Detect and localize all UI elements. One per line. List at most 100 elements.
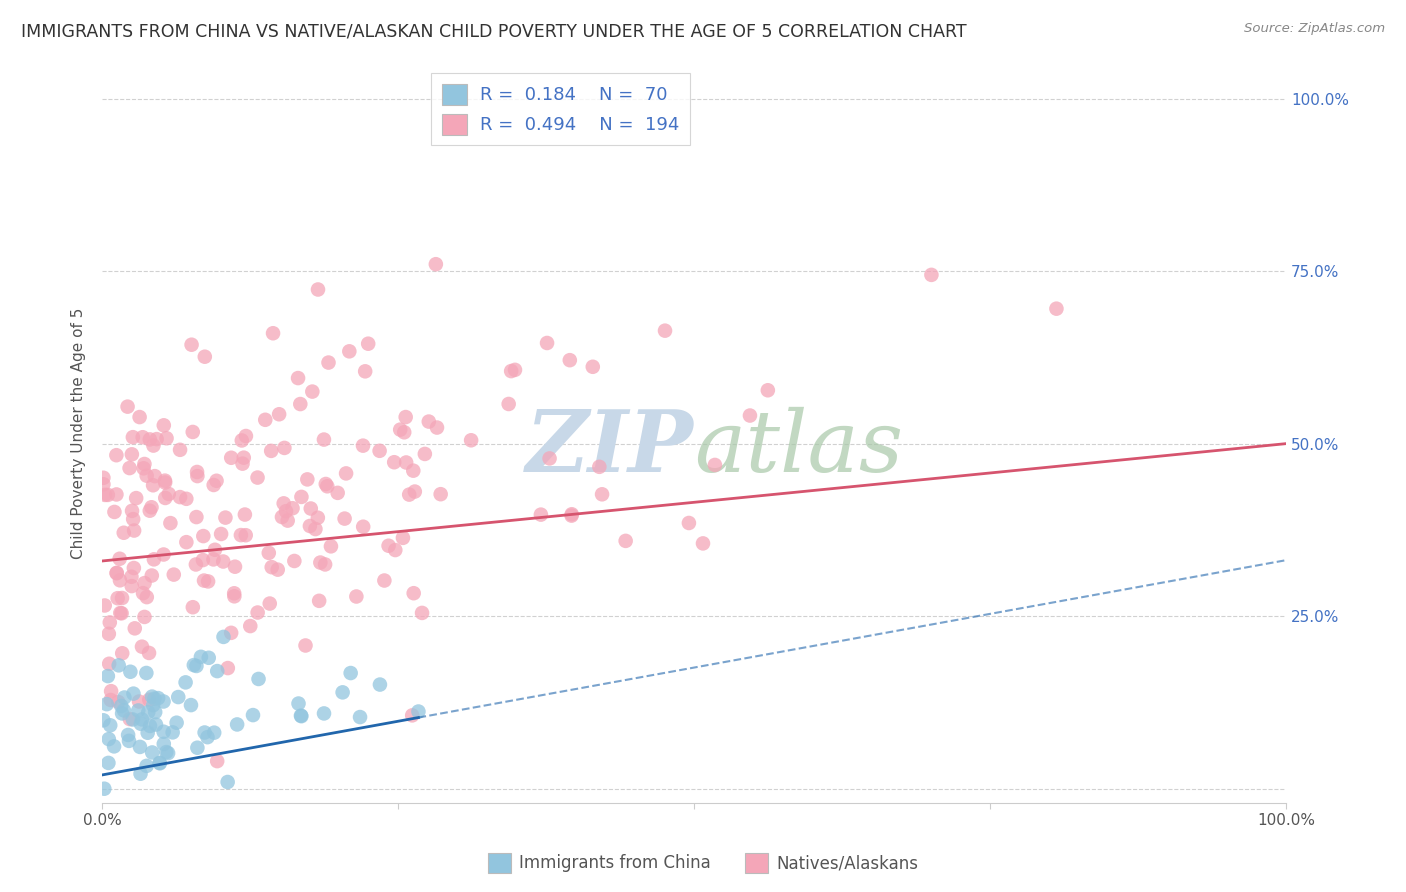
- Point: [110, 607, 132, 621]
- Point: [920, 268, 942, 282]
- Point: [100, 693, 122, 707]
- Point: [429, 487, 451, 501]
- Point: [143, 691, 166, 706]
- Point: [136, 705, 159, 719]
- Point: [108, 574, 131, 588]
- Point: [224, 559, 246, 574]
- Point: [678, 516, 700, 530]
- Point: [287, 371, 309, 385]
- Point: [426, 420, 449, 434]
- Point: [1045, 301, 1067, 316]
- Point: [219, 450, 242, 465]
- Point: [194, 350, 217, 364]
- Point: [110, 698, 132, 713]
- Point: [209, 527, 232, 541]
- Point: [186, 465, 208, 479]
- Point: [163, 567, 186, 582]
- Point: [333, 511, 356, 525]
- Point: [738, 409, 761, 423]
- Point: [224, 590, 246, 604]
- Point: [98, 718, 121, 732]
- Point: [260, 560, 283, 574]
- Point: [389, 423, 412, 437]
- Point: [212, 555, 235, 569]
- Point: [112, 703, 135, 717]
- Text: ZIP: ZIP: [526, 407, 695, 490]
- Text: Source: ZipAtlas.com: Source: ZipAtlas.com: [1244, 22, 1385, 36]
- Point: [402, 464, 425, 478]
- Point: [307, 283, 329, 297]
- Point: [145, 432, 167, 446]
- Point: [169, 442, 191, 457]
- Point: [97, 732, 120, 747]
- Point: [591, 487, 613, 501]
- Point: [94, 488, 117, 502]
- Point: [384, 543, 406, 558]
- Point: [344, 590, 367, 604]
- Point: [274, 504, 297, 518]
- Point: [217, 661, 239, 675]
- Point: [425, 257, 447, 271]
- Point: [122, 512, 145, 526]
- Point: [111, 646, 134, 660]
- Point: [93, 477, 115, 491]
- Point: [561, 508, 583, 523]
- Point: [111, 706, 134, 721]
- Point: [404, 484, 426, 499]
- Point: [202, 478, 225, 492]
- Point: [235, 528, 257, 542]
- Point: [273, 496, 295, 510]
- Point: [756, 384, 779, 398]
- Point: [97, 669, 120, 683]
- Point: [184, 558, 207, 572]
- Point: [257, 546, 280, 560]
- Point: [242, 708, 264, 723]
- Point: [202, 725, 225, 739]
- Legend: R =  0.184    N =  70, R =  0.494    N =  194: R = 0.184 N = 70, R = 0.494 N = 194: [430, 73, 690, 145]
- Point: [139, 433, 162, 447]
- Point: [117, 400, 139, 414]
- Point: [304, 522, 326, 536]
- Point: [312, 433, 335, 447]
- Point: [152, 724, 174, 739]
- Point: [318, 355, 340, 369]
- Point: [357, 336, 380, 351]
- Point: [214, 510, 236, 524]
- Point: [281, 501, 304, 516]
- Point: [97, 488, 120, 502]
- Point: [124, 621, 146, 635]
- Point: [232, 450, 254, 465]
- Point: [205, 754, 228, 768]
- Point: [204, 542, 226, 557]
- Point: [152, 737, 174, 751]
- Point: [413, 447, 436, 461]
- Point: [121, 447, 143, 461]
- Point: [246, 606, 269, 620]
- Point: [105, 487, 128, 501]
- Point: [183, 658, 205, 673]
- Point: [538, 451, 561, 466]
- Point: [197, 730, 219, 744]
- Point: [377, 539, 399, 553]
- Point: [143, 705, 166, 719]
- Point: [395, 455, 418, 469]
- Point: [141, 746, 163, 760]
- Point: [233, 508, 256, 522]
- Point: [152, 548, 174, 562]
- Point: [290, 708, 312, 723]
- Point: [337, 344, 360, 359]
- Legend: Immigrants from China, Natives/Alaskans: Immigrants from China, Natives/Alaskans: [481, 847, 925, 880]
- Point: [212, 630, 235, 644]
- Point: [202, 552, 225, 566]
- Point: [273, 441, 295, 455]
- Point: [269, 407, 291, 421]
- Point: [117, 728, 139, 742]
- Point: [290, 397, 312, 411]
- Point: [197, 650, 219, 665]
- Point: [373, 574, 395, 588]
- Point: [166, 715, 188, 730]
- Point: [127, 703, 149, 717]
- Point: [159, 516, 181, 530]
- Point: [121, 579, 143, 593]
- Point: [271, 510, 294, 524]
